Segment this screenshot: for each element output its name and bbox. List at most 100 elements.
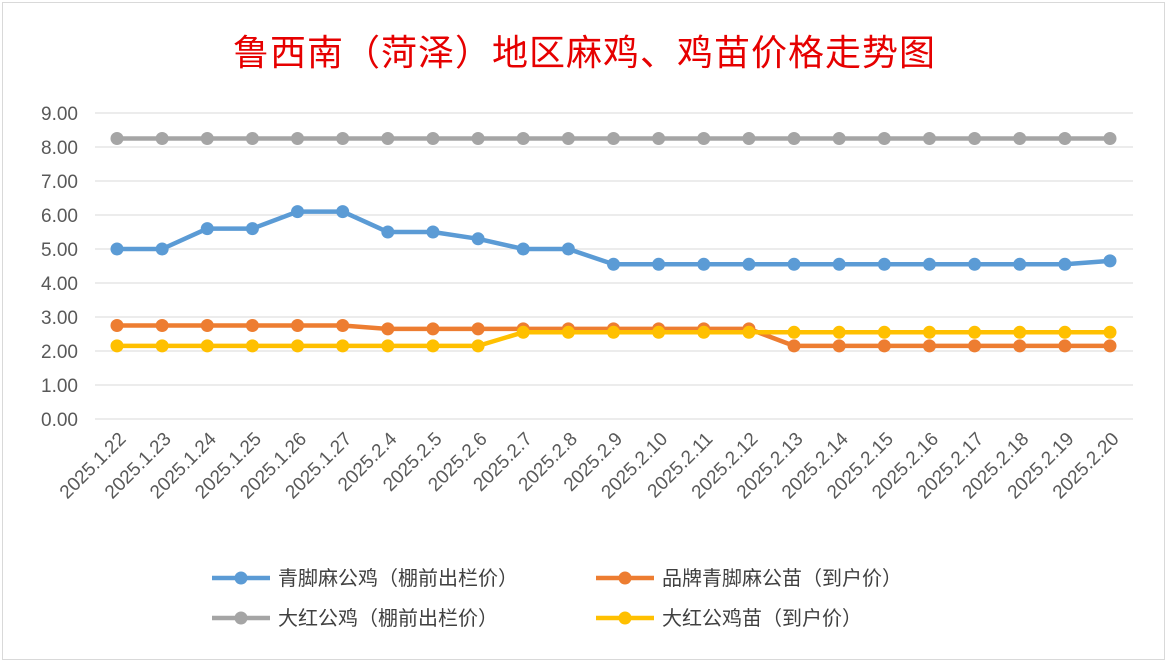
y-tick-label: 2.00 [41, 342, 78, 363]
series-3 [110, 325, 1117, 353]
data-point [787, 339, 801, 353]
y-tick-label: 7.00 [41, 172, 78, 193]
data-point [652, 257, 666, 271]
data-point [1058, 325, 1072, 339]
data-point [922, 339, 936, 353]
x-axis-ticks: 2025.1.222025.1.232025.1.242025.1.252025… [56, 428, 1124, 503]
data-point [336, 339, 350, 353]
data-point [155, 242, 169, 256]
data-point [832, 257, 846, 271]
data-point [200, 319, 214, 332]
legend: 青脚麻公鸡（棚前出栏价） 品牌青脚麻公苗（到户价） 大红公鸡（棚前出栏价） 大红公鸡苗… [212, 566, 902, 630]
data-point [652, 325, 666, 339]
data-point [832, 339, 846, 353]
legend-item: 品牌青脚麻公苗（到户价） [596, 566, 902, 590]
data-point [877, 257, 891, 271]
y-tick-label: 4.00 [41, 274, 78, 295]
data-point [742, 132, 756, 145]
data-point [336, 132, 350, 145]
legend-marker [234, 611, 248, 625]
data-point [832, 325, 846, 339]
data-point [561, 325, 575, 339]
legend-item: 大红公鸡苗（到户价） [596, 606, 862, 630]
data-point [1103, 132, 1117, 145]
data-point [877, 132, 891, 145]
data-point [426, 132, 440, 145]
data-point [245, 222, 259, 236]
series-0 [110, 205, 1117, 271]
data-point [607, 132, 620, 145]
data-point [1013, 325, 1027, 339]
data-point [516, 132, 530, 145]
data-point [787, 132, 801, 145]
data-point [968, 132, 982, 145]
data-point [1103, 254, 1117, 268]
data-point [291, 132, 305, 145]
data-point [607, 257, 620, 271]
data-point [336, 319, 350, 332]
data-point [471, 322, 485, 336]
data-point [922, 132, 936, 145]
y-tick-label: 9.00 [41, 104, 78, 125]
data-point [110, 339, 124, 353]
data-point [1058, 257, 1072, 271]
legend-item: 青脚麻公鸡（棚前出栏价） [212, 566, 518, 590]
series-lines [110, 132, 1117, 353]
data-point [200, 339, 214, 353]
data-point [381, 339, 395, 353]
y-tick-label: 8.00 [41, 138, 78, 159]
legend-label: 青脚麻公鸡（棚前出栏价） [278, 566, 518, 590]
data-point [200, 132, 214, 145]
data-point [426, 225, 440, 239]
data-point [516, 325, 530, 339]
data-point [426, 339, 440, 353]
legend-item: 大红公鸡（棚前出栏价） [212, 606, 498, 630]
data-point [1013, 339, 1027, 353]
data-point [336, 205, 350, 219]
series-line [114, 209, 1113, 267]
data-point [787, 257, 801, 271]
chart-title: 鲁西南（菏泽）地区麻鸡、鸡苗价格走势图 [232, 33, 936, 74]
data-point [877, 339, 891, 353]
data-point [245, 339, 259, 353]
data-point [968, 257, 982, 271]
y-tick-label: 0.00 [41, 410, 78, 431]
data-point [245, 132, 259, 145]
data-point [516, 242, 530, 256]
data-point [1013, 132, 1027, 145]
data-point [245, 319, 259, 332]
data-point [381, 322, 395, 336]
data-point [291, 205, 305, 219]
data-point [291, 339, 305, 353]
data-point [922, 257, 936, 271]
data-point [968, 339, 982, 353]
series-1 [110, 319, 1117, 353]
data-point [155, 319, 169, 332]
data-point [200, 222, 214, 236]
data-point [877, 325, 891, 339]
data-point [561, 242, 575, 256]
data-point [110, 132, 124, 145]
data-point [155, 339, 169, 353]
legend-label: 大红公鸡（棚前出栏价） [278, 606, 498, 630]
data-point [155, 132, 169, 145]
y-axis-ticks: 0.00 1.00 2.00 3.00 4.00 5.00 6.00 7.00 8.00 9.00 [41, 104, 78, 431]
data-point [652, 132, 666, 145]
legend-label: 品牌青脚麻公苗（到户价） [662, 566, 902, 590]
legend-marker [618, 611, 632, 625]
data-point [832, 132, 846, 145]
legend-label: 大红公鸡苗（到户价） [662, 606, 862, 630]
data-point [742, 257, 756, 271]
legend-marker [618, 571, 632, 585]
legend-marker [234, 571, 248, 585]
series-2 [110, 132, 1117, 145]
data-point [1103, 325, 1117, 339]
data-point [291, 319, 305, 332]
data-point [922, 325, 936, 339]
data-point [787, 325, 801, 339]
data-point [968, 325, 982, 339]
data-point [471, 132, 485, 145]
data-point [1058, 339, 1072, 353]
data-point [1013, 257, 1027, 271]
